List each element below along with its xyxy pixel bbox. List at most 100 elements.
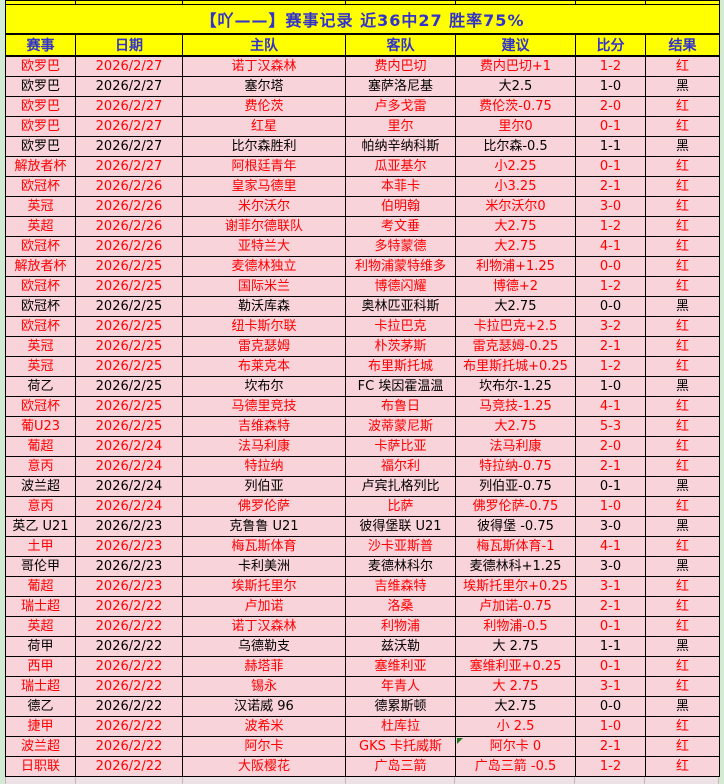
cell-date: 2026/2/27 xyxy=(75,75,183,97)
cell-tip: 小3.25 xyxy=(455,175,576,197)
cell-score: 0-0 xyxy=(575,695,646,717)
cell-score: 3-0 xyxy=(575,195,646,217)
cell-league: 捷甲 xyxy=(5,715,76,737)
cell-home: 纽卡斯尔联 xyxy=(182,315,346,337)
cell-tip: 大 2.75 xyxy=(455,675,576,697)
cell-result: 红 xyxy=(645,755,720,777)
cell-result: 红 xyxy=(645,655,720,677)
cell-away: 比萨 xyxy=(345,495,456,517)
cell-date: 2026/2/27 xyxy=(75,155,183,177)
cell-away: 卢多戈雷 xyxy=(345,95,456,117)
table-row: 意丙 2026/2/24 佛罗伦萨 比萨 佛罗伦萨-0.75 1-0 红 xyxy=(5,495,720,517)
cell-result: 红 xyxy=(645,435,720,457)
cell-away: 福尔利 xyxy=(345,455,456,477)
cell-league: 德乙 xyxy=(5,695,76,717)
cell-date: 2026/2/26 xyxy=(75,215,183,237)
cell-date: 2026/2/22 xyxy=(75,735,183,757)
cell-league: 解放者杯 xyxy=(5,155,76,177)
cell-score: 1-2 xyxy=(575,55,646,77)
table-row: 土甲 2026/2/23 梅瓦斯体育 沙卡亚斯普 梅瓦斯体育-1 4-1 红 xyxy=(5,535,720,557)
cell-result: 红 xyxy=(645,455,720,477)
cell-score: 4-1 xyxy=(575,395,646,417)
cell-score: 0-1 xyxy=(575,615,646,637)
table-row: 欧冠杯 2026/2/25 国际米兰 博德闪耀 博德+2 1-2 红 xyxy=(5,275,720,297)
cell-home: 费伦茨 xyxy=(182,95,346,117)
cell-league: 解放者杯 xyxy=(5,255,76,277)
cell-tip: 大2.75 xyxy=(455,215,576,237)
table-row: 英乙 U21 2026/2/23 克鲁鲁 U21 彼得堡联 U21 彼得堡 -0… xyxy=(5,515,720,537)
cell-date: 2026/2/25 xyxy=(75,335,183,357)
cell-league: 英超 xyxy=(5,615,76,637)
table-row: 荷甲 2026/2/22 乌德勒支 兹沃勒 大 2.75 1-1 黑 xyxy=(5,635,720,657)
table-row: 欧罗巴 2026/2/27 塞尔塔 塞萨洛尼基 大2.5 1-0 黑 xyxy=(5,75,720,97)
cell-tip: 布里斯托城+0.25 xyxy=(455,355,576,377)
cell-home: 列伯亚 xyxy=(182,475,346,497)
cell-date: 2026/2/22 xyxy=(75,595,183,617)
cell-league: 葡超 xyxy=(5,435,76,457)
cell-score: 2-1 xyxy=(575,735,646,757)
table-row: 葡超 2026/2/23 埃斯托里尔 吉维森特 埃斯托里尔+0.25 3-1 红 xyxy=(5,575,720,597)
cell-result: 红 xyxy=(645,575,720,597)
cell-date: 2026/2/26 xyxy=(75,195,183,217)
cell-date: 2026/2/25 xyxy=(75,255,183,277)
comment-marker-icon xyxy=(457,737,463,744)
cell-league: 欧罗巴 xyxy=(5,115,76,137)
cell-date: 2026/2/24 xyxy=(75,435,183,457)
cell-tip: 利物浦+1.25 xyxy=(455,255,576,277)
cell-tip: 法马利康 xyxy=(455,435,576,457)
cell-league: 欧罗巴 xyxy=(5,75,76,97)
cell-league: 意丙 xyxy=(5,495,76,517)
cell-league: 欧冠杯 xyxy=(5,275,76,297)
cell-league: 瑞士超 xyxy=(5,675,76,697)
cell-result: 红 xyxy=(645,415,720,437)
cell-home: 米尔沃尔 xyxy=(182,195,346,217)
cell-league: 葡超 xyxy=(5,575,76,597)
table-row: 欧冠杯 2026/2/25 纽卡斯尔联 卡拉巴克 卡拉巴克+2.5 3-2 红 xyxy=(5,315,720,337)
cell-tip: 费伦茨-0.75 xyxy=(455,95,576,117)
cell-date: 2026/2/26 xyxy=(75,235,183,257)
cell-home: 卡利美洲 xyxy=(182,555,346,577)
cell-home: 马德里竞技 xyxy=(182,395,346,417)
cell-tip: 大2.75 xyxy=(455,295,576,317)
cell-score: 1-1 xyxy=(575,635,646,657)
cell-league: 欧罗巴 xyxy=(5,55,76,77)
cell-home: 法马利康 xyxy=(182,435,346,457)
cell-away: 吉维森特 xyxy=(345,575,456,597)
table-row: 欧冠杯 2026/2/25 马德里竞技 布鲁日 马竞技-1.25 4-1 红 xyxy=(5,395,720,417)
table-row: 瑞士超 2026/2/22 卢加诺 洛桑 卢加诺-0.75 2-1 红 xyxy=(5,595,720,617)
table-row: 英超 2026/2/22 诺丁汉森林 利物浦 利物浦-0.5 0-1 红 xyxy=(5,615,720,637)
cell-tip: 雷克瑟姆-0.25 xyxy=(455,335,576,357)
cell-date: 2026/2/23 xyxy=(75,555,183,577)
cell-date: 2026/2/23 xyxy=(75,535,183,557)
cell-result: 红 xyxy=(645,495,720,517)
cell-home: 坎布尔 xyxy=(182,375,346,397)
cell-away: 利物浦 xyxy=(345,615,456,637)
cutoff-cell xyxy=(76,776,183,784)
cell-away: 布里斯托城 xyxy=(345,355,456,377)
cell-away: 瓜亚基尔 xyxy=(345,155,456,177)
cell-date: 2026/2/25 xyxy=(75,375,183,397)
cell-tip: 大 2.75 xyxy=(455,635,576,657)
table-row: 哥伦甲 2026/2/23 卡利美洲 麦德林科尔 麦德林科+1.25 3-0 黑 xyxy=(5,555,720,577)
table-row: 解放者杯 2026/2/25 麦德林独立 利物浦蒙特维多 利物浦+1.25 0-… xyxy=(5,255,720,277)
cell-tip: 广岛三箭 -0.5 xyxy=(455,755,576,777)
cell-home: 勒沃库森 xyxy=(182,295,346,317)
cell-score: 2-0 xyxy=(575,95,646,117)
cell-league: 意丙 xyxy=(5,455,76,477)
cell-tip: 阿尔卡 0 xyxy=(455,735,576,757)
table-row: 波兰超 2026/2/22 阿尔卡 GKS 卡托威斯 阿尔卡 0 2-1 红 xyxy=(5,735,720,757)
cell-home: 特拉纳 xyxy=(182,455,346,477)
cell-home: 埃斯托里尔 xyxy=(182,575,346,597)
spreadsheet-sheet: 【吖——】赛事记录 近36中27 胜率75% 赛事 日期 主队 客队 建议 比分… xyxy=(5,0,720,784)
cell-score: 2-1 xyxy=(575,595,646,617)
cell-score: 1-0 xyxy=(575,375,646,397)
column-header-tip: 建议 xyxy=(455,33,576,57)
cell-score: 5-3 xyxy=(575,415,646,437)
cell-date: 2026/2/22 xyxy=(75,675,183,697)
cell-result: 红 xyxy=(645,175,720,197)
cell-result: 黑 xyxy=(645,635,720,657)
cell-date: 2026/2/22 xyxy=(75,755,183,777)
cell-score: 0-1 xyxy=(575,655,646,677)
cell-result: 红 xyxy=(645,235,720,257)
cell-score: 2-1 xyxy=(575,455,646,477)
